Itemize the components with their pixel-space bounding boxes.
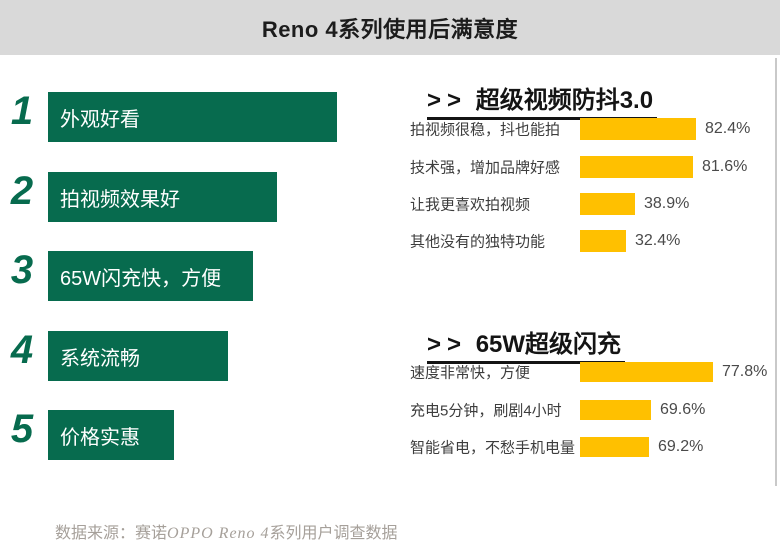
rank-item-5: 5 价格实惠	[0, 407, 390, 460]
rank-bar: 65W闪充快，方便	[48, 251, 253, 301]
rank-bar: 系统流畅	[48, 331, 228, 381]
page-title: Reno 4系列使用后满意度	[261, 16, 519, 42]
header-bar: Reno 4系列使用后满意度	[0, 0, 780, 55]
rank-item-1: 1 外观好看	[0, 89, 390, 142]
rank-label: 系统流畅	[60, 347, 140, 370]
rank-number: 5	[10, 407, 34, 451]
rank-item-4: 4 系统流畅	[0, 328, 390, 381]
right-divider-line	[775, 58, 777, 486]
rank-number: 1	[10, 89, 34, 133]
footer-text-suffix: 系列用户调查数据	[269, 525, 398, 542]
footer-text-brand: OPPO Reno 4	[167, 525, 270, 542]
rank-bar: 拍视频效果好	[48, 172, 277, 222]
rank-number: 2	[10, 169, 34, 213]
rank-label: 拍视频效果好	[60, 188, 180, 211]
footer-text-prefix: 数据来源：赛诺	[55, 525, 168, 542]
rank-label: 价格实惠	[60, 426, 140, 449]
rank-label: 外观好看	[60, 108, 140, 131]
rank-item-3: 3 65W闪充快，方便	[0, 248, 390, 301]
data-source-note: 数据来源：赛诺OPPO Reno 4系列用户调查数据	[55, 519, 398, 543]
rank-number: 3	[10, 248, 34, 292]
rank-bar: 价格实惠	[48, 410, 174, 460]
rank-label: 65W闪充快，方便	[60, 267, 222, 290]
rank-number: 4	[10, 328, 34, 372]
rank-bar: 外观好看	[48, 92, 337, 142]
rank-item-2: 2 拍视频效果好	[0, 169, 390, 222]
